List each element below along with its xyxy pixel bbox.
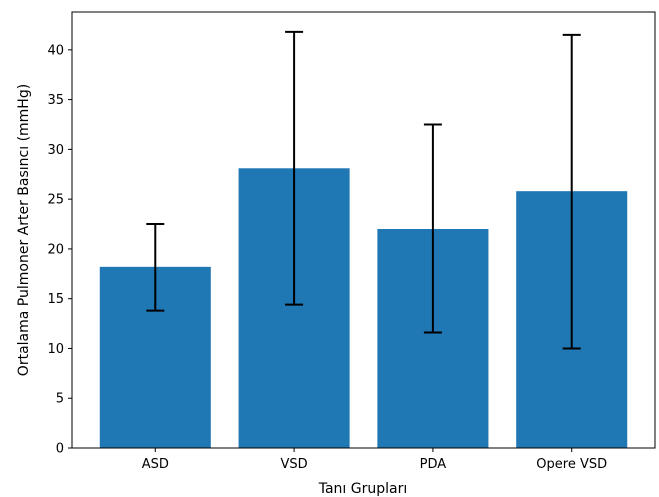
- y-tick-label-20: 20: [47, 242, 64, 257]
- y-axis-label: Ortalama Pulmoner Arter Basıncı (mmHg): [16, 84, 32, 376]
- y-tick-label-30: 30: [47, 143, 64, 158]
- y-tick-label-10: 10: [47, 342, 64, 357]
- x-tick-label-asd: ASD: [142, 457, 169, 472]
- x-axis-ticks: ASD VSD PDA Opere VSD: [142, 448, 607, 472]
- y-tick-label-40: 40: [47, 43, 64, 58]
- error-bar-asd: [146, 223, 165, 312]
- error-bar-vsd: [285, 30, 304, 306]
- plot-frame: [71, 11, 656, 449]
- error-bar-opere-vsd: [562, 33, 581, 350]
- x-tick-label-vsd: VSD: [281, 457, 308, 472]
- y-axis-ticks: 0 5 10 15 20 25 30 35 40: [47, 43, 72, 457]
- x-tick-label-pda: PDA: [420, 457, 447, 472]
- y-tick-label-5: 5: [56, 392, 64, 407]
- y-tick-label-0: 0: [56, 442, 64, 457]
- y-tick-label-35: 35: [47, 93, 64, 108]
- bars-group: [99, 168, 628, 448]
- x-tick-label-opere-vsd: Opere VSD: [536, 457, 607, 472]
- error-bars-group: [146, 30, 581, 350]
- y-tick-label-15: 15: [47, 292, 64, 307]
- error-bar-pda: [423, 123, 442, 334]
- x-axis-label: Tanı Grupları: [318, 481, 408, 497]
- y-tick-label-25: 25: [47, 193, 64, 208]
